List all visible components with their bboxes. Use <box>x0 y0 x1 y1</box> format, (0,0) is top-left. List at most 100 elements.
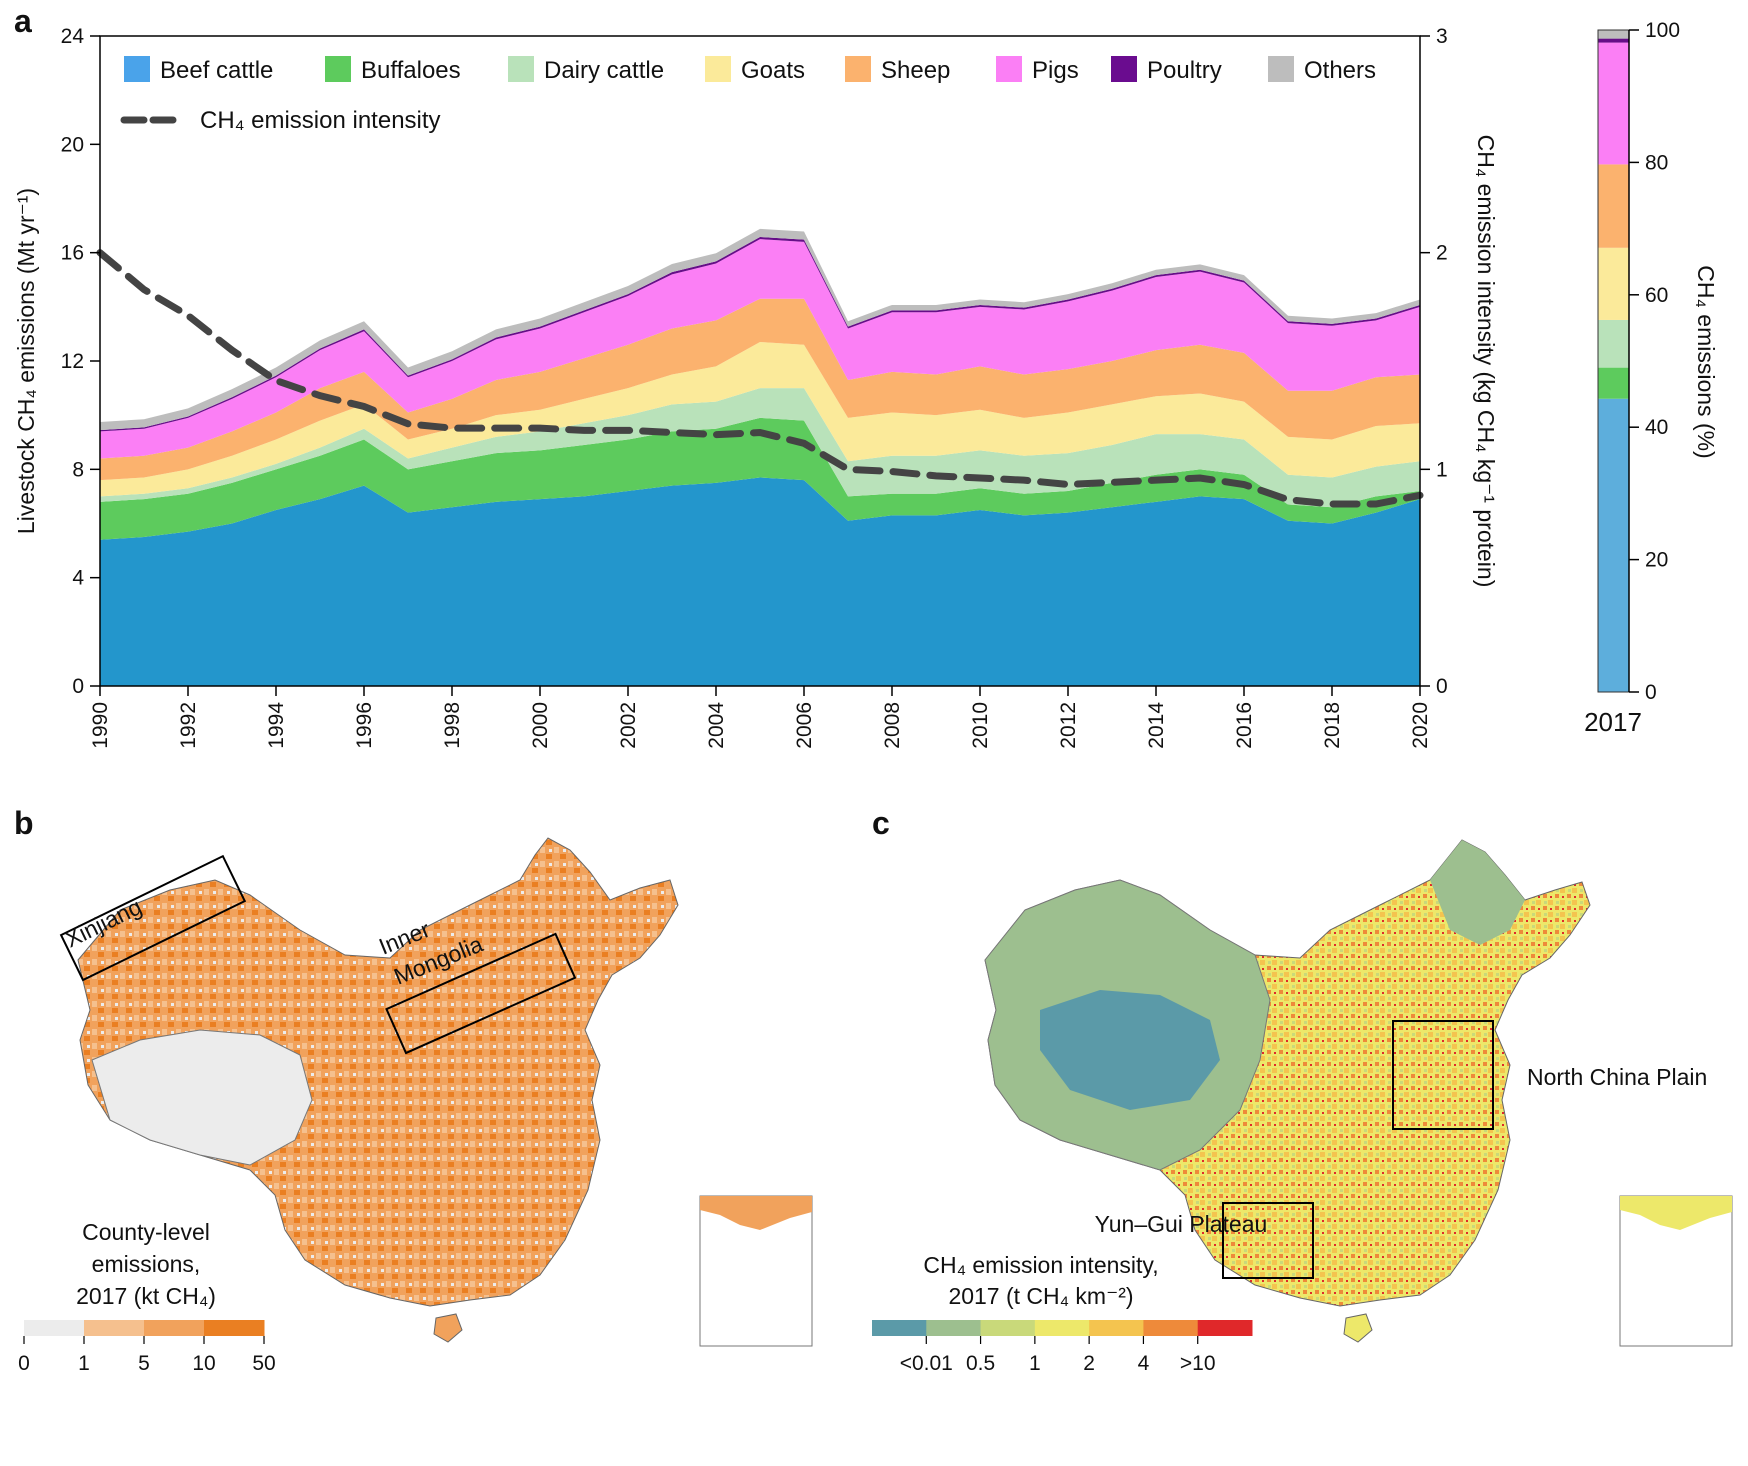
area-sheep <box>100 298 1420 481</box>
inset-c-coast <box>1620 1196 1732 1230</box>
colorbar-swatch <box>1089 1320 1144 1336</box>
legend-swatch-pigs <box>996 56 1022 82</box>
x-tick-label: 2006 <box>793 702 816 749</box>
share-2017-bar-chart: 0 20 40 60 80 100 2017 CH₄ emissions (%) <box>1584 19 1719 737</box>
north-china-plain-box <box>1392 1020 1494 1130</box>
colorbar-swatch <box>926 1320 982 1336</box>
colorbar-label: 0 <box>18 1352 30 1375</box>
right-tick-label: 0 <box>1436 675 1448 698</box>
legend-label-beef-cattle: Beef cattle <box>160 57 273 84</box>
inset-b-coast <box>700 1196 812 1230</box>
x-tick-label: 2000 <box>529 702 552 749</box>
legend-item-goats: Goats <box>705 56 805 84</box>
left-tick-label: 24 <box>61 25 85 48</box>
left-axis-title: Livestock CH₄ emissions (Mt yr⁻¹) <box>13 188 39 534</box>
x-tick-label: 2010 <box>969 702 992 749</box>
legend-item-poultry: Poultry <box>1111 56 1222 84</box>
x-tick-label: 2012 <box>1057 702 1080 749</box>
legend-label-poultry: Poultry <box>1147 57 1222 84</box>
colorbar-label: 4 <box>1138 1352 1150 1375</box>
colorbar-swatch <box>1143 1320 1199 1336</box>
bar-tick-label: 0 <box>1645 681 1657 704</box>
left-tick-label: 20 <box>61 133 84 156</box>
colorbar-c: <0.01 0.5 1 2 4 >10 <box>872 1320 1253 1375</box>
legend-swatch-others <box>1268 56 1294 82</box>
intensity-line <box>96 249 1424 508</box>
right-axis-title: CH₄ emission intensity (kg CH₄ kg⁻¹ prot… <box>1473 135 1499 588</box>
colorbar-swatch <box>204 1320 265 1336</box>
legend-item-pigs: Pigs <box>996 56 1079 84</box>
b-legend-title-line2: emissions, <box>92 1251 201 1277</box>
colorbar-swatch <box>24 1320 85 1336</box>
right-tick-label: 2 <box>1436 242 1448 265</box>
colorbar-swatch <box>872 1320 927 1336</box>
bar-segment-buffaloes <box>1598 367 1629 399</box>
x-tick-label: 2016 <box>1233 702 1256 749</box>
legend-item-dairy-cattle: Dairy cattle <box>508 56 664 84</box>
bar-segment-beef-cattle <box>1598 398 1629 692</box>
plateau-core-c <box>1040 990 1220 1110</box>
colorbar-swatch <box>980 1320 1036 1336</box>
legend-label-sheep: Sheep <box>881 57 950 84</box>
legend-item-beef-cattle: Beef cattle <box>124 56 273 84</box>
intensity-line-layer <box>96 249 1424 508</box>
legend-item-others: Others <box>1268 56 1376 84</box>
bar-segment-sheep <box>1598 164 1629 248</box>
x-tick-label: 2020 <box>1409 702 1432 749</box>
x-tick-label: 1992 <box>177 702 200 749</box>
x-tick-label: 1994 <box>265 702 288 749</box>
legend-item-sheep: Sheep <box>845 56 950 84</box>
yun-gui-plateau-label: Yun–Gui Plateau <box>1095 1211 1268 1237</box>
legend-label-goats: Goats <box>741 57 805 84</box>
right-tick-label: 1 <box>1436 458 1448 481</box>
legend-label-intensity: CH₄ emission intensity <box>200 107 441 134</box>
bar-segment-poultry <box>1598 38 1629 43</box>
x-tick-label: 1990 <box>89 702 112 749</box>
colorbar-label: 50 <box>252 1352 275 1375</box>
colorbar-label: 2 <box>1083 1352 1095 1375</box>
map-c: North China Plain Yun–Gui Plateau <box>984 839 1733 1347</box>
legend-swatch-dairy-cattle <box>508 56 534 82</box>
legend-swatch-buffaloes <box>325 56 351 82</box>
bar-segment-goats <box>1598 247 1629 320</box>
hainan-b <box>433 1313 463 1343</box>
left-tick-label: 4 <box>72 567 84 590</box>
bar-axis-title: CH₄ emissions (%) <box>1693 265 1719 458</box>
x-tick-label: 1998 <box>441 702 464 749</box>
colorbar-label: 5 <box>138 1352 150 1375</box>
panel-c-letter: c <box>872 805 890 841</box>
x-tick-label: 1996 <box>353 702 376 749</box>
legend-label-dairy-cattle: Dairy cattle <box>544 57 664 84</box>
bar-tick-label: 60 <box>1645 284 1668 307</box>
legend-item-intensity: CH₄ emission intensity <box>120 107 441 134</box>
legend-item-buffaloes: Buffaloes <box>325 56 461 84</box>
panel-a-letter: a <box>14 3 32 39</box>
x-tick-label: 2018 <box>1321 702 1344 749</box>
north-china-plain-label: North China Plain <box>1527 1064 1707 1090</box>
legend-label-others: Others <box>1304 57 1376 84</box>
legend-swatch-sheep <box>845 56 871 82</box>
area-dairy-cattle <box>100 388 1420 508</box>
area-beef-cattle <box>100 477 1420 686</box>
bar-tick-label: 40 <box>1645 416 1668 439</box>
chart-legend: Beef cattle Buffaloes Dairy cattle Goats She… <box>120 56 1376 134</box>
x-tick-label: 2004 <box>705 702 728 749</box>
colorbar-swatch <box>84 1320 145 1336</box>
colorbar-b: 0 1 5 10 50 <box>18 1320 276 1375</box>
colorbar-swatch <box>1034 1320 1090 1336</box>
right-tick-label: 3 <box>1436 25 1448 48</box>
b-legend-title-line3: 2017 (kt CH₄) <box>76 1283 216 1309</box>
bottom-axis: 1990 1992 1994 1996 1998 2000 2002 2004 2006 2008… <box>89 686 1432 749</box>
area-layer <box>100 228 1420 686</box>
left-tick-label: 0 <box>72 675 84 698</box>
left-axis: 0 4 8 12 16 20 24 <box>61 25 100 698</box>
bar-tick-label: 20 <box>1645 549 1668 572</box>
panel-b-letter: b <box>14 805 34 841</box>
legend-label-pigs: Pigs <box>1032 57 1079 84</box>
bar-category-label: 2017 <box>1584 707 1642 737</box>
legend-swatch-poultry <box>1111 56 1137 82</box>
bar-segment-others <box>1598 30 1629 39</box>
colorbar-label: >10 <box>1180 1352 1216 1375</box>
